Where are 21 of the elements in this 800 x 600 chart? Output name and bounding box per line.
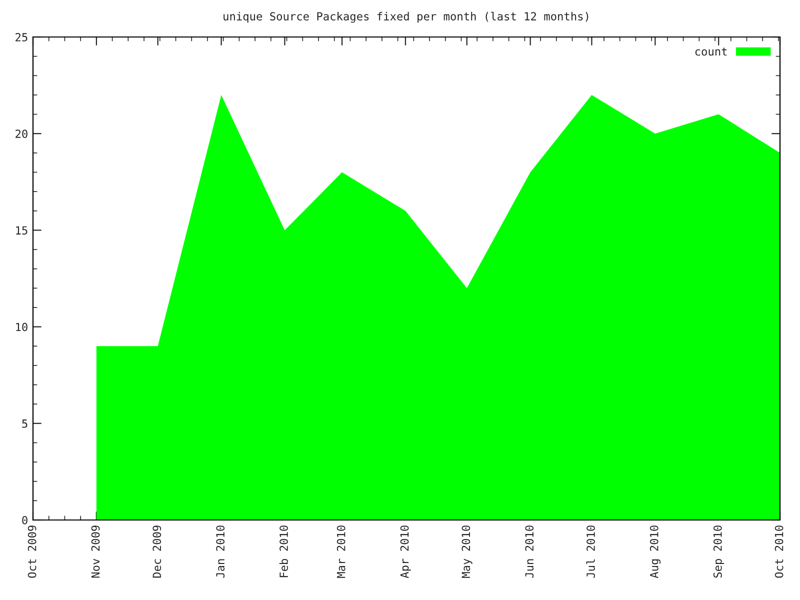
x-tick-label: May 2010	[462, 526, 472, 578]
y-tick-label: 20	[16, 130, 28, 138]
y-tick-label: 0	[22, 516, 28, 524]
x-tick-label: Jun 2010	[525, 526, 534, 578]
x-tick-label: Sep 2010	[713, 526, 724, 578]
x-tick-label: Nov 2009	[91, 526, 100, 578]
y-tick-label: 5	[22, 420, 28, 428]
x-tick-label: Mar 2010	[336, 526, 346, 578]
x-tick-label: Oct 2009	[28, 526, 36, 578]
y-tick-label: 10	[16, 322, 28, 332]
x-tick-label: Apr 2010	[400, 526, 411, 578]
chart-title: unique Source Packages fixed per month (last 12 months)	[224, 12, 588, 23]
y-tick-label: 25	[16, 33, 28, 42]
x-tick-label: Feb 2010	[279, 526, 288, 578]
legend-label: count	[695, 48, 727, 56]
x-tick-label: Oct 2010	[774, 526, 784, 578]
y-tick-label: 15	[16, 226, 28, 235]
x-tick-label: Jan 2010	[216, 526, 225, 578]
x-tick-label: Dec 2009	[152, 526, 162, 578]
x-tick-label: Aug 2010	[650, 526, 661, 578]
x-tick-label: Jul 2010	[586, 526, 595, 578]
